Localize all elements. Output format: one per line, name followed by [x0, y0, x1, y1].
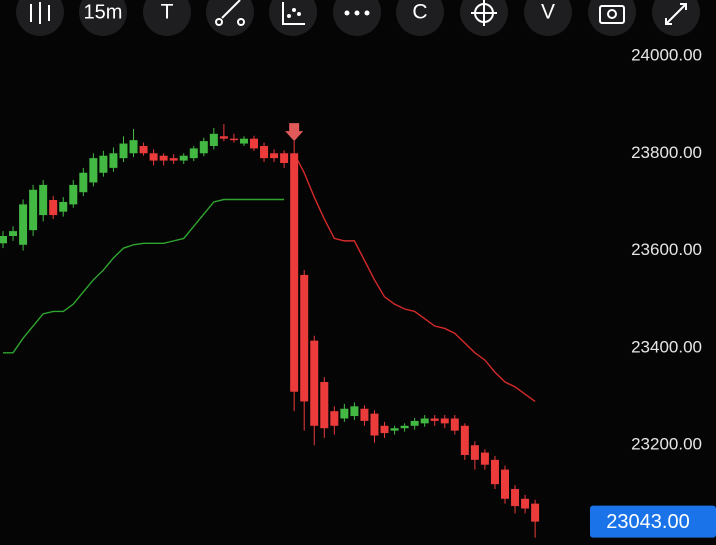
- candle-body: [380, 425, 389, 434]
- candle-body: [290, 153, 299, 392]
- candle-body: [0, 236, 7, 244]
- candle-body: [410, 420, 419, 426]
- trend-line: [293, 152, 536, 403]
- candle-body: [440, 418, 449, 424]
- candle-body: [9, 231, 18, 237]
- candles-icon: [30, 2, 50, 24]
- candle-body: [460, 425, 469, 455]
- candle-body: [250, 138, 258, 149]
- indicators-icon: [282, 2, 305, 25]
- candle-body: [470, 445, 479, 460]
- candle-body: [420, 418, 429, 424]
- candle-body: [360, 408, 369, 421]
- fullscreen-button[interactable]: [652, 0, 700, 36]
- interval-label: 15m: [84, 1, 123, 23]
- candle-body: [139, 145, 148, 154]
- last-price-tag: [590, 505, 716, 538]
- draw-button[interactable]: [206, 0, 254, 36]
- candle-body: [480, 452, 489, 465]
- candle-body: [300, 274, 309, 402]
- candle-body: [280, 153, 289, 164]
- c-button[interactable]: [396, 0, 444, 36]
- candle-body: [79, 172, 88, 193]
- snapshot-icon: [599, 5, 625, 24]
- y-tick-label: 24000.00: [631, 45, 702, 64]
- candle-body: [39, 184, 48, 216]
- candle-body: [260, 145, 269, 159]
- fullscreen-icon: [665, 3, 687, 25]
- y-tick-label: 23400.00: [631, 337, 702, 356]
- y-tick-label: 23800.00: [631, 143, 702, 162]
- candle-body: [189, 148, 198, 159]
- signal-arrow: [285, 123, 304, 142]
- y-tick-label: 23200.00: [631, 435, 702, 454]
- more-button[interactable]: [333, 0, 381, 36]
- candle-body: [370, 413, 379, 436]
- candle-body: [119, 143, 128, 159]
- toolbar: 15m T C V: [16, 0, 700, 36]
- candle-body: [129, 140, 138, 154]
- v-button[interactable]: [524, 0, 572, 36]
- candle-body: [169, 158, 178, 161]
- candle-body: [340, 408, 349, 419]
- candle-body: [450, 418, 459, 431]
- candle-body: [49, 199, 58, 216]
- candle-body: [199, 141, 208, 154]
- candle-body: [229, 138, 238, 141]
- v-label: V: [541, 1, 555, 24]
- candle-body: [59, 201, 68, 212]
- candle-body: [400, 425, 409, 429]
- candle-body: [219, 136, 228, 139]
- candle-body: [89, 158, 98, 183]
- y-tick-label: 23600.00: [631, 240, 702, 259]
- interval-button[interactable]: [79, 0, 127, 36]
- more-icon: [344, 10, 370, 16]
- c-label: C: [412, 1, 427, 24]
- candle-body: [320, 381, 329, 429]
- candle-body: [531, 503, 540, 522]
- candle-body: [69, 184, 78, 205]
- candle-body: [521, 498, 530, 509]
- candle-body: [239, 138, 248, 144]
- candle-body: [109, 153, 118, 168]
- candle-body: [209, 133, 218, 146]
- trend-line: [3, 198, 285, 354]
- candle-body: [501, 469, 509, 499]
- candle-body: [430, 418, 439, 421]
- candle-body: [99, 155, 108, 173]
- indicators-button[interactable]: [269, 0, 317, 36]
- candle-body: [511, 489, 520, 507]
- candle-body: [179, 155, 188, 161]
- candle-body: [390, 428, 399, 431]
- plot-area: 24000.00 23800.00 23600.00 23400.00 23200.00…: [0, 45, 716, 538]
- candle-body: [490, 459, 499, 485]
- candle-body: [149, 153, 158, 161]
- text-button[interactable]: [143, 0, 191, 36]
- candle-body: [330, 411, 339, 426]
- text-tool-label: T: [161, 1, 174, 24]
- crosshair-icon: [471, 0, 497, 26]
- candle-body: [19, 204, 28, 245]
- last-price-label: 23043.00: [606, 511, 689, 533]
- candle-body: [159, 155, 168, 161]
- candle-body: [270, 153, 279, 159]
- draw-icon: [215, 0, 245, 26]
- candle-body: [29, 189, 38, 231]
- candle-body: [350, 406, 359, 417]
- candle-body: [310, 340, 319, 426]
